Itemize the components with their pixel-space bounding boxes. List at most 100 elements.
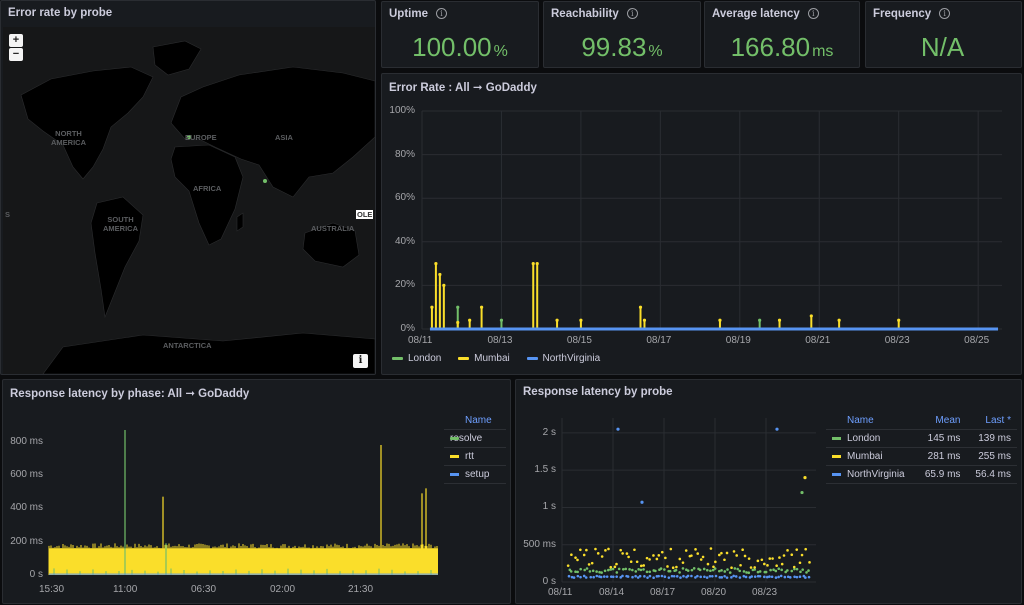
legend-item-rtt[interactable]: rtt xyxy=(444,447,506,466)
data-point-outlier-northvirginia xyxy=(640,500,644,504)
data-point-mumbai xyxy=(434,262,438,266)
stat-reachability: Reachability i 99.83% xyxy=(543,1,701,68)
data-point-northvirginia xyxy=(605,575,609,578)
data-point-london xyxy=(634,570,638,573)
legend-row-northvirginia[interactable]: NorthVirginia 65.9 ms 56.4 ms xyxy=(826,465,1017,484)
legend-last: 56.4 ms xyxy=(966,465,1017,484)
data-point-london xyxy=(753,568,756,571)
phase-latency-chart[interactable] xyxy=(3,380,511,604)
data-point-mumbai xyxy=(619,548,622,552)
info-icon[interactable]: i xyxy=(626,8,638,19)
data-point-northvirginia xyxy=(609,575,613,578)
map-attribution-button[interactable]: i xyxy=(353,354,368,368)
data-point-outlier-northvirginia xyxy=(616,427,620,431)
data-point-london xyxy=(780,568,783,572)
info-icon[interactable]: i xyxy=(939,8,951,19)
data-point-mumbai xyxy=(775,564,778,568)
data-point-northvirginia xyxy=(589,575,593,579)
data-point-northvirginia xyxy=(725,576,729,579)
data-point-mumbai xyxy=(739,563,742,567)
data-point-london xyxy=(615,571,619,574)
legend-header-last[interactable]: Last * xyxy=(966,412,1017,430)
data-point-london xyxy=(793,567,796,571)
data-point-mumbai xyxy=(763,562,766,566)
data-point-london xyxy=(569,570,573,573)
legend-name: Mumbai xyxy=(847,451,883,462)
probe-marker-mumbai xyxy=(263,179,267,183)
data-point-northvirginia xyxy=(738,576,742,579)
legend-item-resolve[interactable]: resolve xyxy=(444,429,506,448)
data-point-london xyxy=(617,567,621,571)
data-point-mumbai xyxy=(782,554,786,557)
data-point-london xyxy=(726,568,729,571)
data-point-northvirginia xyxy=(567,574,571,578)
stat-value: 166.80 xyxy=(730,32,811,62)
data-point-northvirginia xyxy=(758,574,762,578)
data-point-northvirginia xyxy=(732,574,735,578)
legend-item-mumbai[interactable]: Mumbai xyxy=(458,353,510,364)
data-point-london xyxy=(801,568,804,571)
data-point-northvirginia xyxy=(570,575,574,579)
data-point-london xyxy=(668,569,672,573)
data-point-london xyxy=(499,318,504,322)
legend-row-london[interactable]: London 145 ms 139 ms xyxy=(826,429,1017,448)
data-point-mumbai xyxy=(795,548,799,551)
x-tick-label: 08/11 xyxy=(548,587,573,598)
data-point-london xyxy=(795,567,799,571)
data-point-mumbai xyxy=(804,547,807,551)
data-point-london xyxy=(769,568,772,572)
map-label-s: S xyxy=(5,210,11,219)
info-icon[interactable]: i xyxy=(807,8,819,19)
data-point-northvirginia xyxy=(670,574,674,578)
x-tick-label: 08/17 xyxy=(650,587,676,598)
stat-frequency: Frequency i N/A xyxy=(865,1,1022,68)
y-tick-label: 40% xyxy=(394,235,415,247)
y-tick-label: 600 ms xyxy=(10,469,43,480)
map-label-australia: AUSTRALIA xyxy=(311,224,355,233)
stat-value: N/A xyxy=(920,32,965,62)
data-point-mumbai xyxy=(442,283,446,287)
legend-header-mean[interactable]: Mean xyxy=(915,412,967,430)
data-point-london xyxy=(711,568,715,572)
legend-name: NorthVirginia xyxy=(847,469,905,480)
legend-header-name[interactable]: Name xyxy=(444,412,506,430)
data-point-northvirginia xyxy=(652,576,655,580)
data-point-mumbai xyxy=(600,555,604,558)
info-icon[interactable]: i xyxy=(435,8,447,19)
x-tick-label: 15:30 xyxy=(39,584,65,595)
zoom-out-button[interactable]: − xyxy=(9,48,23,61)
data-point-northvirginia xyxy=(703,575,706,579)
legend-item-setup[interactable]: setup xyxy=(444,465,506,484)
legend-item-northvirginia[interactable]: NorthVirginia xyxy=(526,353,600,364)
data-point-northvirginia xyxy=(795,575,799,579)
data-point-mumbai xyxy=(699,558,703,561)
data-point-mumbai xyxy=(660,550,664,554)
x-tick-label: 08/14 xyxy=(599,587,625,598)
data-point-mumbai xyxy=(809,314,813,318)
world-map[interactable] xyxy=(3,27,375,374)
data-point-mumbai xyxy=(642,318,647,322)
legend-row-mumbai[interactable]: Mumbai 281 ms 255 ms xyxy=(826,447,1017,466)
data-point-mumbai xyxy=(756,559,760,563)
data-point-london xyxy=(709,569,712,573)
probe-latency-chart[interactable] xyxy=(516,380,1022,604)
error-rate-title: Error Rate : All ➞ GoDaddy xyxy=(389,82,537,94)
map-label-ole: OLE xyxy=(356,210,374,219)
data-point-northvirginia xyxy=(611,575,615,579)
legend-item-london[interactable]: London xyxy=(392,353,441,364)
data-point-northvirginia xyxy=(804,576,807,579)
data-point-mumbai xyxy=(430,305,434,309)
data-point-mumbai xyxy=(681,561,685,564)
data-point-london xyxy=(631,568,634,572)
x-tick-label: 08/20 xyxy=(701,587,727,598)
zoom-in-button[interactable]: + xyxy=(9,34,23,47)
data-point-mumbai xyxy=(594,547,597,551)
data-point-northvirginia xyxy=(602,575,606,578)
data-point-mumbai xyxy=(579,548,582,552)
x-tick-label: 11:00 xyxy=(113,584,138,595)
data-point-mumbai xyxy=(438,272,442,277)
error-rate-chart[interactable] xyxy=(382,74,1022,375)
data-point-northvirginia xyxy=(774,576,778,579)
legend-header-name[interactable]: Name xyxy=(826,412,916,430)
data-point-london xyxy=(678,571,681,574)
